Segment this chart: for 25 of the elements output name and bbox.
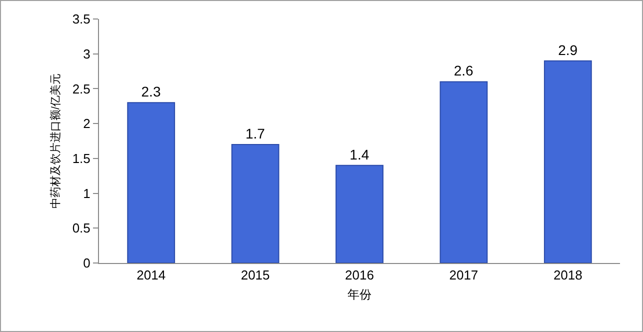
y-tick-label: 1 [83,186,90,201]
bar [440,81,488,263]
y-tick-label: 0 [83,256,90,271]
y-tick-label: 0.5 [72,220,90,236]
bar [544,60,592,263]
x-tick-label: 2018 [553,268,582,283]
y-tick-label: 1.5 [72,150,90,166]
y-axis-title: 中药材及饮片进口额/亿美元 [48,73,62,209]
y-tick-label: 2 [83,116,90,132]
y-tick-label: 3 [83,46,90,62]
data-label: 1.4 [350,146,370,162]
data-label: 2.6 [454,62,474,79]
bar [336,164,384,263]
bar [127,102,176,263]
x-tick-label: 2014 [136,268,166,283]
bar [231,144,280,263]
data-label: 2.3 [141,84,161,100]
data-label: 1.7 [245,125,266,142]
x-axis-title: 年份 [348,288,372,302]
x-tick-label: 2017 [449,268,478,283]
x-tick-label: 2016 [345,268,374,283]
y-tick-label: 2.5 [72,81,90,96]
x-tick-label: 2015 [240,268,270,283]
data-label: 2.9 [558,42,578,58]
y-tick-label: 3.5 [72,12,90,27]
